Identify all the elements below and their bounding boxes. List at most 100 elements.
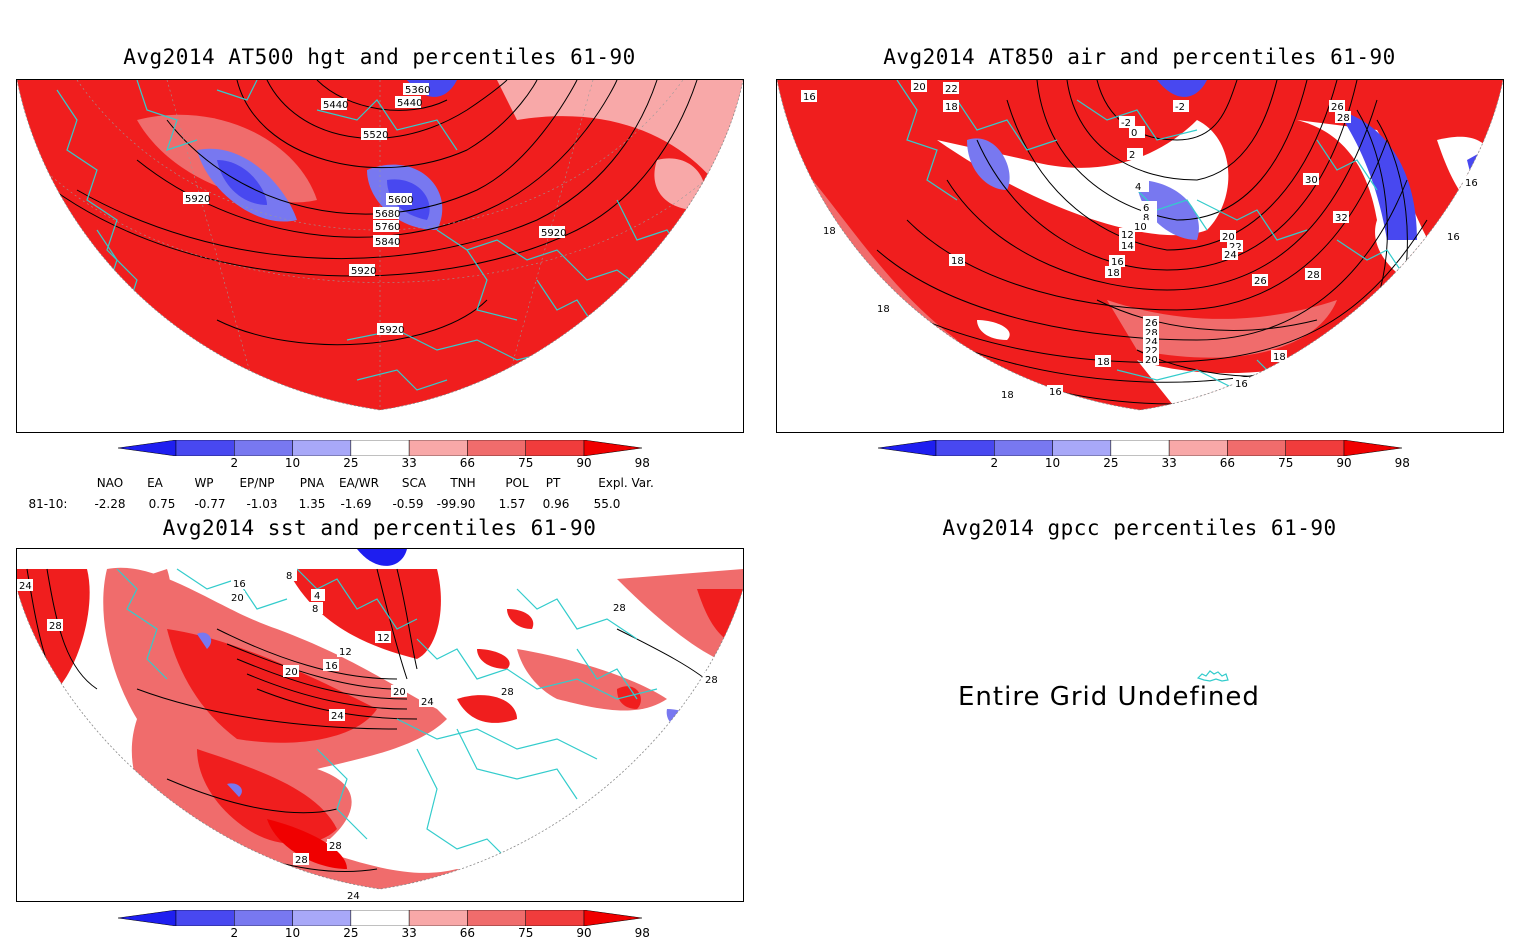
map-panel-hgt500: 5360 5440 5440 5520 5600 5680 5760 5840 … xyxy=(16,79,744,433)
contour-label: 5920 xyxy=(541,228,566,239)
colorbar-box xyxy=(408,909,468,927)
contour-label: 28 xyxy=(1307,270,1320,281)
contour-label: 18 xyxy=(951,256,964,267)
index-value: -2.28 xyxy=(94,497,126,511)
colorbar-label: 10 xyxy=(284,456,301,470)
contour-label: 24 xyxy=(19,581,32,592)
contour-label: 5920 xyxy=(379,325,404,336)
contour-label: 4 xyxy=(314,591,320,602)
panel-title-sst: Avg2014 sst and percentiles 61-90 xyxy=(162,516,597,540)
contour-label: 24 xyxy=(1224,250,1237,261)
index-value: 0.75 xyxy=(148,497,176,511)
colorbar-label: 66 xyxy=(459,926,476,940)
contour-label: 12 xyxy=(377,633,390,644)
colorbar-box xyxy=(292,909,352,927)
colorbar-arrow-high xyxy=(1343,439,1403,457)
colorbar-label: 2 xyxy=(990,456,999,470)
panel-title-air: Avg2014 AT850 air and percentiles 61-90 xyxy=(883,45,1396,69)
contour-label: 18 xyxy=(823,226,836,237)
index-header: PT xyxy=(545,476,561,490)
colorbar-box xyxy=(994,439,1053,457)
index-value: 1.35 xyxy=(298,497,326,511)
colorbar-label: 98 xyxy=(634,456,650,470)
index-header: EA xyxy=(147,476,163,490)
colorbar-box xyxy=(408,439,468,457)
index-header: EA/WR xyxy=(338,476,380,490)
colorbar-box xyxy=(525,909,585,927)
contour-label: 16 xyxy=(325,661,338,672)
contour-label: 24 xyxy=(347,891,360,901)
colorbar-box xyxy=(525,439,585,457)
contour-label: 22 xyxy=(1229,242,1242,253)
contour-label: 18 xyxy=(1273,352,1286,363)
coast-fragment xyxy=(1196,670,1229,682)
colorbar-label: 75 xyxy=(518,926,534,940)
contour-label: 28 xyxy=(501,687,514,698)
contour-label: 16 xyxy=(803,92,816,103)
colorbar-box xyxy=(935,439,995,457)
index-value: 55.0 xyxy=(593,497,621,511)
colorbar-label: 10 xyxy=(1044,456,1061,470)
index-value: -1.03 xyxy=(246,497,278,511)
colorbar-label: 33 xyxy=(401,456,417,470)
colorbar-box xyxy=(467,909,526,927)
contour-label: 18 xyxy=(945,102,958,113)
colorbar-box xyxy=(234,909,293,927)
contour-labels-air: 16 20 22 18 -2 0 2 4 6 8 10 12 14 16 18 … xyxy=(801,80,1479,401)
colorbar-hgt: 2 10 25 33 66 75 90 98 xyxy=(117,439,650,474)
map-panel-sst: 24 28 16 20 4 8 12 16 20 24 20 24 28 28 … xyxy=(16,548,744,902)
index-header: TNH xyxy=(450,476,476,490)
contour-label: 5440 xyxy=(323,100,348,111)
contour-label: -2 xyxy=(1121,118,1131,129)
colorbar-label: 90 xyxy=(576,926,592,940)
contour-label: 5440 xyxy=(397,98,422,109)
contour-label: 26 xyxy=(1145,318,1158,329)
contour-label: 5840 xyxy=(375,237,400,248)
colorbar-box xyxy=(175,439,235,457)
contour-label: 5760 xyxy=(375,222,400,233)
undefined-grid-message: Entire Grid Undefined xyxy=(958,682,1260,712)
colorbar-air: 2 10 25 33 66 75 90 98 xyxy=(877,439,1410,474)
index-value: 0.96 xyxy=(542,497,570,511)
colorbar-box xyxy=(175,909,235,927)
colorbar-box xyxy=(350,909,410,927)
contour-label: 5680 xyxy=(375,209,400,220)
contour-label: 16 xyxy=(1111,257,1124,268)
contour-label: 28 xyxy=(705,675,718,686)
contour-label: 28 xyxy=(295,855,308,866)
colorbar-label: 90 xyxy=(1336,456,1352,470)
colorbar-swatches xyxy=(117,439,643,457)
contour-label: 5920 xyxy=(185,194,210,205)
index-value-row: 81-10: -2.28 0.75 -0.77 -1.03 1.35 -1.69… xyxy=(0,497,760,513)
colorbar-box xyxy=(1052,439,1112,457)
contour-label: 12 xyxy=(339,647,352,658)
contour-label: 20 xyxy=(393,687,406,698)
contour-label: 20 xyxy=(1222,232,1235,243)
colorbar-box xyxy=(350,439,410,457)
contour-label: 20 xyxy=(1145,355,1158,366)
contour-label: 24 xyxy=(1145,337,1158,348)
contour-label: 22 xyxy=(945,84,958,95)
index-row-label: 81-10: xyxy=(28,497,68,511)
index-header: Expl. Var. xyxy=(598,476,654,490)
colorbar-box xyxy=(1227,439,1286,457)
index-header: SCA xyxy=(401,476,427,490)
colorbar-label: 98 xyxy=(1394,456,1410,470)
contour-label: 5920 xyxy=(351,266,376,277)
contour-label: 20 xyxy=(231,593,244,604)
index-value: -0.77 xyxy=(194,497,226,511)
contour-label: 28 xyxy=(1337,113,1350,124)
contour-label: 12 xyxy=(1121,230,1134,241)
contour-label: 24 xyxy=(331,711,344,722)
contour-label: 28 xyxy=(613,603,626,614)
colorbar-label: 25 xyxy=(1103,456,1119,470)
colorbar-label: 75 xyxy=(1278,456,1294,470)
index-value: -0.59 xyxy=(392,497,424,511)
index-value: -1.69 xyxy=(340,497,372,511)
contour-label: 8 xyxy=(312,604,318,615)
contour-label: 10 xyxy=(1134,222,1147,233)
colorbar-label: 66 xyxy=(1219,456,1236,470)
contour-labels-sst: 24 28 16 20 4 8 12 16 20 24 20 24 28 28 … xyxy=(17,569,719,901)
contour-label: 20 xyxy=(913,82,926,93)
contour-label: 18 xyxy=(1097,357,1110,368)
